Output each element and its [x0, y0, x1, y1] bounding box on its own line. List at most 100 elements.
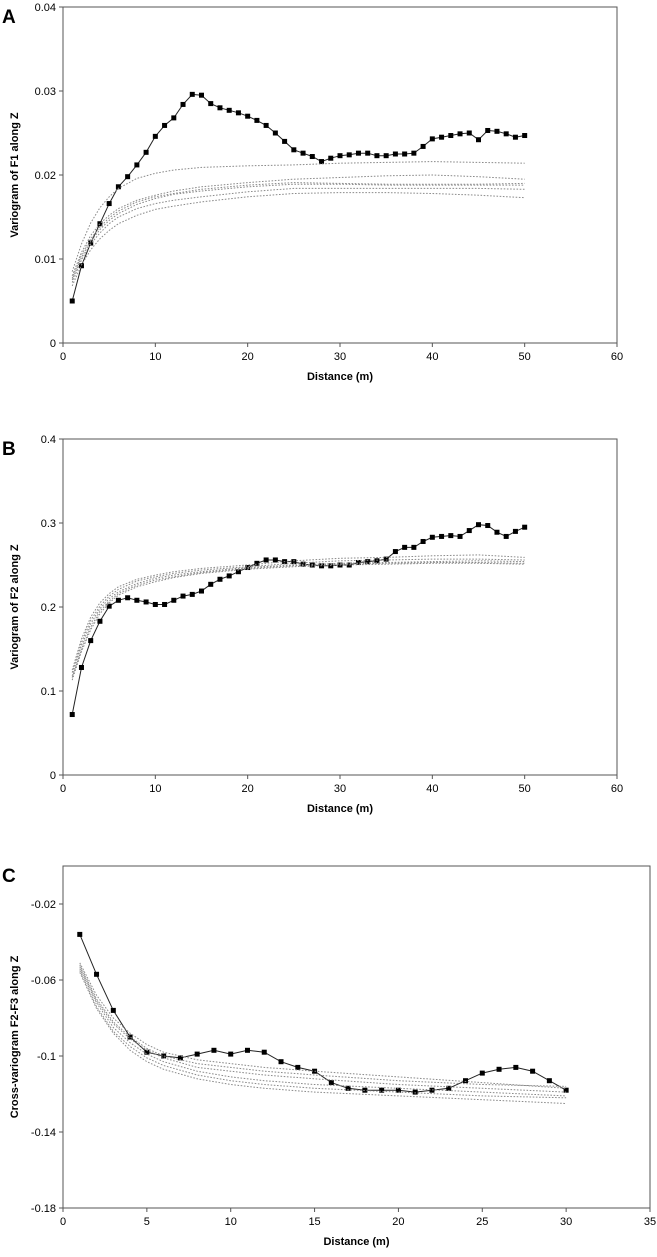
- data-point-marker: [180, 101, 186, 107]
- data-point-marker: [144, 1049, 150, 1055]
- data-point-marker: [457, 533, 463, 539]
- simulated-variogram-line: [79, 966, 567, 1093]
- data-point-marker: [503, 533, 509, 539]
- data-point-marker: [429, 534, 435, 540]
- data-point-marker: [171, 597, 177, 603]
- data-point-marker: [420, 538, 426, 544]
- data-point-marker: [420, 143, 426, 149]
- data-point-marker: [278, 1059, 284, 1065]
- y-tick-label: 0.1: [41, 686, 56, 698]
- data-point-marker: [513, 1064, 519, 1070]
- panel-label: C: [2, 866, 16, 887]
- data-point-marker: [429, 136, 435, 142]
- experimental-variogram-line: [71, 524, 525, 715]
- data-point-marker: [106, 603, 112, 609]
- data-point-marker: [162, 122, 168, 128]
- data-point-marker: [466, 528, 472, 534]
- data-point-marker: [383, 556, 389, 562]
- y-axis-title: Variogram of F2 along Z: [9, 544, 21, 670]
- data-point-marker: [392, 549, 398, 555]
- data-point-marker: [512, 134, 518, 140]
- data-point-marker: [69, 298, 75, 304]
- data-point-marker: [254, 560, 260, 566]
- x-axis-title: Distance (m): [323, 1236, 389, 1248]
- data-point-marker: [110, 1007, 116, 1013]
- data-point-marker: [125, 174, 131, 180]
- x-tick-label: 5: [144, 1216, 150, 1228]
- panel-label: B: [2, 439, 16, 460]
- data-point-marker: [476, 137, 481, 143]
- data-point-marker: [199, 588, 204, 594]
- data-point-marker: [189, 91, 195, 97]
- simulated-variogram-line: [71, 174, 525, 276]
- data-point-marker: [161, 1053, 167, 1059]
- x-tick-label: 50: [519, 783, 531, 795]
- data-point-marker: [245, 113, 251, 119]
- data-point-marker: [563, 1087, 569, 1093]
- data-point-marker: [448, 133, 454, 139]
- data-point-marker: [94, 971, 100, 977]
- x-axis-title: Distance (m): [307, 803, 373, 815]
- data-point-marker: [309, 154, 315, 160]
- data-point-marker: [439, 533, 445, 539]
- data-point-marker: [429, 1087, 435, 1093]
- data-point-marker: [263, 122, 269, 128]
- data-point-marker: [446, 1085, 452, 1091]
- data-point-marker: [439, 134, 445, 140]
- data-point-marker: [466, 130, 472, 136]
- simulated-variogram-line: [79, 970, 567, 1099]
- y-tick-label: -0.14: [31, 1127, 56, 1139]
- x-tick-label: 30: [334, 783, 346, 795]
- data-point-marker: [244, 1047, 250, 1053]
- x-tick-label: 0: [60, 783, 66, 795]
- data-point-marker: [463, 1078, 469, 1084]
- data-point-marker: [217, 105, 223, 111]
- data-point-marker: [194, 1051, 200, 1057]
- data-point-marker: [180, 593, 186, 599]
- simulated-variogram-line: [71, 562, 525, 681]
- simulated-variogram-line: [71, 554, 525, 671]
- data-point-marker: [263, 557, 269, 563]
- data-point-marker: [355, 150, 361, 156]
- x-tick-label: 60: [611, 783, 623, 795]
- data-point-marker: [226, 573, 232, 579]
- data-point-marker: [69, 712, 75, 718]
- data-point-marker: [217, 576, 223, 582]
- data-point-marker: [78, 263, 84, 269]
- y-tick-label: -0.18: [31, 1203, 56, 1215]
- data-point-marker: [512, 528, 518, 534]
- data-point-marker: [395, 1087, 401, 1093]
- x-tick-label: 0: [60, 351, 66, 363]
- data-point-marker: [115, 597, 121, 603]
- x-tick-label: 60: [611, 351, 623, 363]
- data-point-marker: [300, 150, 306, 156]
- y-tick-label: 0.2: [41, 602, 56, 614]
- data-point-marker: [485, 523, 491, 529]
- x-tick-label: 30: [560, 1216, 572, 1228]
- y-tick-label: 0.02: [35, 170, 56, 182]
- data-point-marker: [97, 221, 103, 227]
- simulated-variogram-line: [71, 161, 525, 272]
- data-point-marker: [134, 162, 140, 168]
- data-point-marker: [412, 1089, 418, 1095]
- x-tick-label: 0: [60, 1216, 66, 1228]
- data-point-marker: [88, 240, 94, 246]
- data-point-marker: [362, 1087, 368, 1093]
- data-point-marker: [522, 133, 528, 139]
- data-point-marker: [485, 127, 491, 133]
- data-point-marker: [355, 559, 361, 565]
- x-tick-label: 50: [519, 351, 531, 363]
- x-tick-label: 30: [334, 351, 346, 363]
- data-point-marker: [392, 151, 398, 157]
- panel-label: A: [2, 7, 16, 28]
- data-point-marker: [235, 110, 241, 116]
- simulated-variogram-line: [71, 562, 525, 678]
- chart-panel-a: A 0 10 20 30 40 50 60 0 0.01 0.02 0.03 0.04 Distance …: [2, 2, 623, 383]
- x-axis-title: Distance (m): [307, 371, 373, 383]
- simulated-variogram-line: [79, 962, 567, 1089]
- x-tick-label: 25: [476, 1216, 488, 1228]
- data-point-marker: [143, 599, 149, 605]
- data-point-marker: [127, 1034, 133, 1040]
- data-point-marker: [319, 159, 325, 165]
